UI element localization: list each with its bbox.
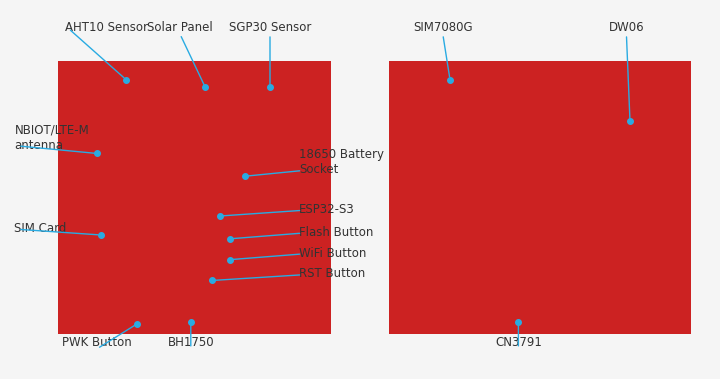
Text: SIM7080G: SIM7080G <box>413 21 472 34</box>
Bar <box>58 61 331 334</box>
Text: SGP30 Sensor: SGP30 Sensor <box>229 21 311 34</box>
Text: CN3791: CN3791 <box>495 336 542 349</box>
Text: DW06: DW06 <box>608 21 644 34</box>
Text: Flash Button: Flash Button <box>299 226 373 239</box>
Text: BH1750: BH1750 <box>168 336 214 349</box>
Text: PWK Button: PWK Button <box>63 336 132 349</box>
Text: SIM Card: SIM Card <box>14 222 67 235</box>
Text: AHT10 Sensor: AHT10 Sensor <box>65 21 148 34</box>
Text: Solar Panel: Solar Panel <box>147 21 213 34</box>
Text: RST Button: RST Button <box>299 268 365 280</box>
Text: ESP32-S3: ESP32-S3 <box>299 203 354 216</box>
Text: NBIOT/LTE-M
antenna: NBIOT/LTE-M antenna <box>14 124 89 152</box>
Text: 18650 Battery
Socket: 18650 Battery Socket <box>299 148 384 176</box>
Bar <box>389 61 691 334</box>
Text: WiFi Button: WiFi Button <box>299 247 366 260</box>
